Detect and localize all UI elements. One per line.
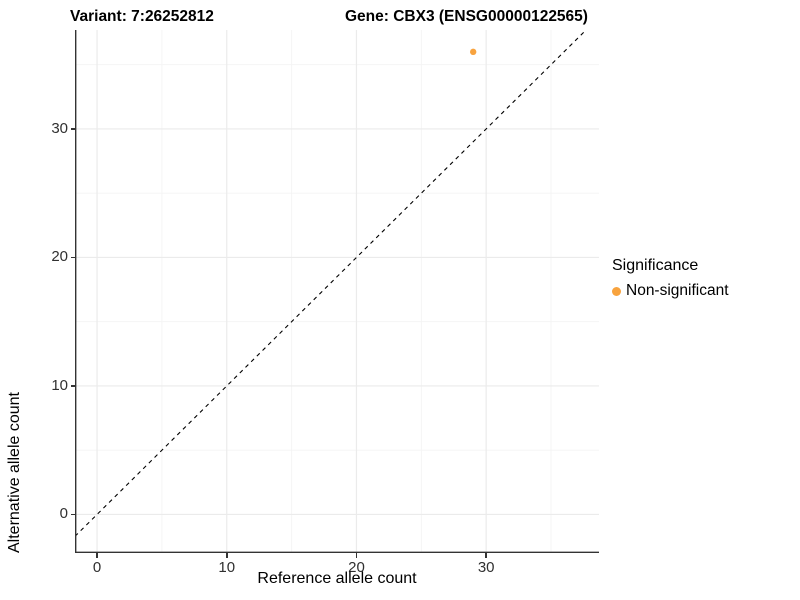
- x-tick-mark: [96, 553, 98, 558]
- y-tick-label: 20: [51, 248, 68, 266]
- x-tick-mark: [485, 553, 487, 558]
- y-tick-mark: [70, 128, 75, 130]
- legend: Significance Non-significant: [612, 257, 729, 300]
- identity-dashed-line: [75, 30, 587, 537]
- x-tick-mark: [355, 553, 358, 558]
- y-tick-label: 30: [51, 119, 68, 137]
- variant-title: Variant: 7:26252812: [70, 8, 214, 25]
- x-tick-mark: [226, 553, 228, 558]
- y-tick-mark: [70, 513, 75, 516]
- legend-title: Significance: [612, 257, 699, 274]
- plot-panel: [75, 30, 599, 553]
- legend-item: Non-significant: [612, 282, 729, 300]
- legend-item-label: Non-significant: [626, 282, 729, 299]
- y-tick-mark: [70, 256, 75, 259]
- y-tick-label: 0: [59, 505, 68, 523]
- x-tick-label: 0: [92, 559, 102, 576]
- x-axis-title: Reference allele count: [257, 570, 417, 587]
- x-tick-label: 10: [218, 559, 236, 576]
- y-tick-mark: [70, 385, 75, 387]
- y-axis-title: Alternative allele count: [6, 392, 23, 553]
- y-tick-label: 10: [51, 376, 68, 394]
- plot-area: [75, 30, 599, 553]
- data-point: [469, 48, 477, 56]
- gene-title: Gene: CBX3 (ENSG00000122565): [345, 8, 588, 25]
- x-tick-label: 20: [348, 559, 365, 576]
- x-tick-label: 30: [477, 559, 495, 576]
- non-significant-swatch-icon: [612, 286, 621, 296]
